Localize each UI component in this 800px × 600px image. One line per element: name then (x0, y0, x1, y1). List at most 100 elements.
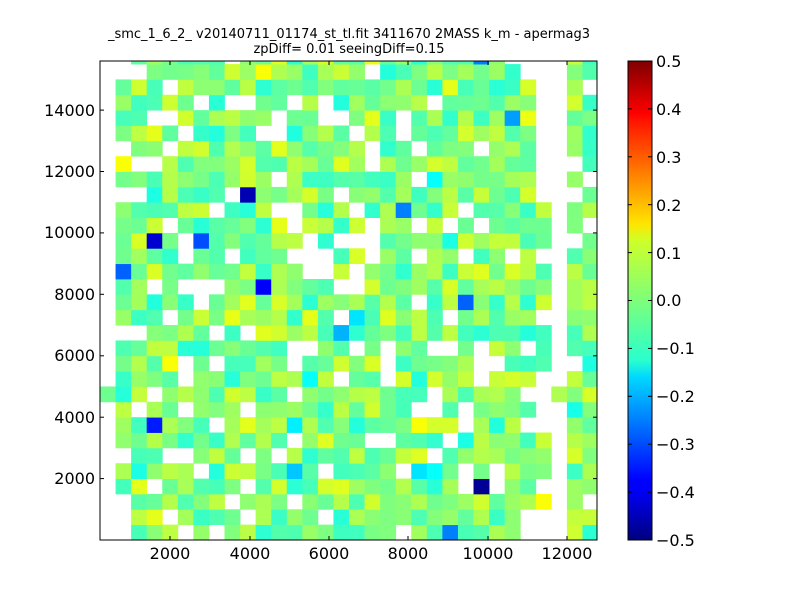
heatmap-cell (271, 355, 288, 372)
heatmap-cell (489, 401, 506, 418)
heatmap-cell (582, 371, 598, 387)
heatmap-cell (582, 110, 598, 126)
heatmap-cell (286, 263, 303, 280)
heatmap-cell (504, 340, 521, 357)
heatmap-cell (208, 171, 225, 188)
heatmap-cell (302, 447, 319, 464)
heatmap-cell (333, 156, 350, 172)
heatmap-cell (208, 309, 225, 326)
heatmap-cell (333, 447, 350, 464)
heatmap-cell (333, 263, 350, 280)
heatmap-cell (271, 509, 288, 526)
heatmap-cell (442, 140, 459, 157)
heatmap-cell (271, 309, 288, 326)
heatmap-cell (442, 386, 459, 403)
heatmap-cell (426, 279, 443, 295)
heatmap-cell (457, 61, 474, 65)
heatmap-cell (131, 94, 148, 111)
heatmap-cell (504, 79, 521, 96)
heatmap-cell (411, 417, 428, 433)
heatmap-cell (380, 156, 397, 172)
heatmap-cell (271, 263, 288, 280)
heatmap-cell (426, 156, 443, 172)
heatmap-cell (395, 417, 412, 433)
heatmap-cell (364, 493, 381, 510)
x-tick-label: 6000 (309, 544, 350, 563)
heatmap-cell (240, 140, 257, 157)
heatmap-cell (302, 417, 319, 433)
heatmap-cell (333, 125, 350, 142)
heatmap-cell (473, 325, 490, 341)
heatmap-cell (426, 248, 443, 265)
heatmap-cell (520, 294, 537, 311)
heatmap-cell (271, 140, 288, 157)
heatmap-cell (162, 171, 179, 188)
heatmap-cell (224, 309, 241, 326)
heatmap-cell (131, 294, 148, 311)
heatmap-cell (535, 432, 552, 449)
heatmap-cell (177, 263, 194, 280)
heatmap-cell (520, 125, 537, 142)
heatmap-cell (115, 478, 132, 495)
heatmap-cell (224, 386, 241, 403)
heatmap-cell (473, 493, 490, 510)
heatmap-cell (146, 140, 163, 157)
heatmap-cell (442, 493, 459, 510)
heatmap-cell (193, 140, 210, 157)
heatmap-cell (442, 186, 459, 203)
heatmap-cell (240, 524, 257, 541)
heatmap-cell (582, 156, 598, 172)
heatmap-cell (395, 432, 412, 449)
heatmap-cell (317, 401, 334, 418)
heatmap-cell (271, 325, 288, 341)
heatmap-cell (520, 202, 537, 218)
heatmap-cell (380, 509, 397, 526)
heatmap-cell (349, 186, 365, 203)
colorbar-tick-label: 0.5 (656, 52, 681, 71)
colorbar-tick-label: −0.3 (656, 435, 695, 454)
heatmap-cell (520, 79, 537, 96)
heatmap-cell (317, 279, 334, 295)
y-tick-label: 8000 (54, 285, 95, 304)
y-tick-label: 4000 (54, 408, 95, 427)
heatmap-cell (442, 524, 459, 541)
heatmap-cell (395, 371, 412, 387)
heatmap-cell (582, 432, 598, 449)
heatmap-cell (489, 493, 506, 510)
heatmap-cell (115, 171, 132, 188)
heatmap-cell (411, 447, 428, 464)
heatmap-cell (302, 217, 319, 234)
heatmap-cell (442, 355, 459, 372)
heatmap-cell (162, 417, 179, 433)
heatmap-cell (146, 371, 163, 387)
heatmap-cell (582, 202, 598, 218)
heatmap-cell (504, 217, 521, 234)
heatmap-cell (240, 294, 257, 311)
heatmap-cell (364, 94, 381, 111)
heatmap-cell (535, 202, 552, 218)
heatmap-cell (457, 156, 474, 172)
heatmap-cell (193, 248, 210, 265)
heatmap-cell (489, 309, 506, 326)
heatmap-cell (504, 140, 521, 157)
heatmap-cell (224, 447, 241, 464)
heatmap-cell (582, 340, 598, 357)
heatmap-cell (504, 417, 521, 433)
heatmap-cell (115, 156, 132, 172)
heatmap-cell (162, 279, 179, 295)
heatmap-cell (504, 110, 521, 126)
heatmap-cell (193, 110, 210, 126)
heatmap-cell (224, 371, 241, 387)
heatmap-cell (317, 432, 334, 449)
heatmap-cell (208, 463, 225, 479)
heatmap-cell (333, 401, 350, 418)
colorbar-tick-label: 0.4 (656, 100, 681, 119)
heatmap-cell (131, 386, 148, 403)
heatmap-cell (380, 478, 397, 495)
heatmap-cell (473, 156, 490, 172)
colorbar-tick-label: −0.2 (656, 387, 695, 406)
heatmap-cell (582, 232, 598, 249)
heatmap-cell (193, 340, 210, 357)
heatmap-cell (395, 156, 412, 172)
heatmap-cell (131, 524, 148, 541)
